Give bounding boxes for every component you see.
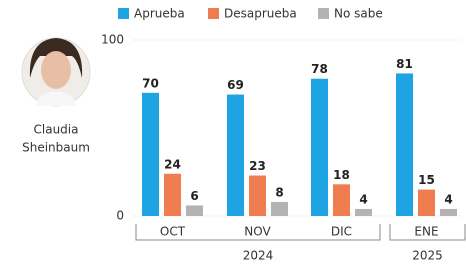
- year-label: 2024: [243, 249, 274, 263]
- legend-swatch: [118, 8, 129, 19]
- value-label: 78: [311, 62, 328, 76]
- bar: [249, 176, 266, 216]
- chart: Claudia Sheinbaum Aprueba Desaprueba No sa…: [0, 0, 466, 265]
- legend-label: No sabe: [334, 7, 383, 21]
- value-label: 6: [190, 189, 198, 203]
- value-label: 18: [333, 168, 350, 182]
- bar: [186, 205, 203, 216]
- bar: [164, 174, 181, 216]
- bar: [440, 209, 457, 216]
- bar: [142, 93, 159, 216]
- bar: [355, 209, 372, 216]
- y-tick-label: 100: [101, 33, 124, 47]
- year-label: 2025: [412, 249, 443, 263]
- x-tick-label: OCT: [160, 225, 186, 239]
- bar: [418, 190, 435, 216]
- bar: [311, 79, 328, 216]
- legend-swatch: [208, 8, 219, 19]
- legend-label: Aprueba: [134, 7, 185, 21]
- person-name: Claudia: [34, 123, 79, 137]
- y-tick-label: 0: [116, 209, 124, 223]
- value-label: 4: [359, 192, 367, 206]
- value-label: 15: [418, 173, 435, 187]
- value-label: 4: [444, 192, 452, 206]
- person-name: Sheinbaum: [22, 141, 90, 155]
- bar: [396, 73, 413, 216]
- value-label: 23: [249, 159, 266, 173]
- bar: [271, 202, 288, 216]
- value-label: 69: [227, 78, 244, 92]
- bar: [333, 184, 350, 216]
- x-tick-label: DIC: [331, 225, 352, 239]
- value-label: 81: [396, 57, 413, 71]
- portrait: [22, 38, 90, 106]
- x-tick-label: NOV: [244, 225, 271, 239]
- x-tick-label: ENE: [414, 225, 438, 239]
- legend-label: Desaprueba: [224, 7, 297, 21]
- bar: [227, 95, 244, 216]
- value-label: 24: [164, 157, 181, 171]
- legend-swatch: [318, 8, 329, 19]
- value-label: 8: [275, 185, 283, 199]
- value-label: 70: [142, 76, 159, 90]
